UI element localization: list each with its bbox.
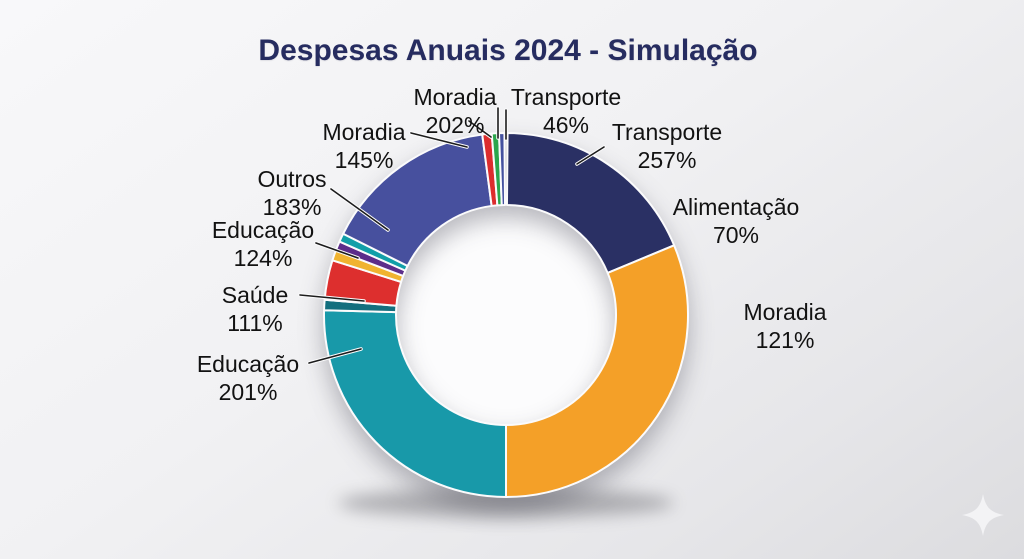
sparkle-icon xyxy=(962,494,1004,536)
slice-moradia-orange[interactable]: Alimentação / Moradia xyxy=(505,244,689,498)
callout-value: 183% xyxy=(262,194,322,220)
chart-title: Despesas Anuais 2024 - Simulação xyxy=(258,34,758,67)
callout-transporte-46: Transporte 46% xyxy=(511,83,621,139)
callout-label: Moradia xyxy=(743,299,827,325)
leader-line-saude-111 xyxy=(299,294,365,302)
callout-outros-183: Outros 183% xyxy=(257,165,326,221)
callout-label: Saúde xyxy=(221,282,289,308)
callout-value: 202% xyxy=(425,112,485,138)
donut-slices: TransporteAlimentação / MoradiaEducaçãoS… xyxy=(323,132,689,498)
leader-line-transporte-257 xyxy=(576,146,605,165)
leader-line-outros-183 xyxy=(330,188,389,231)
leader-line-educacao-124 xyxy=(315,242,359,259)
leader-line-educacao-201 xyxy=(308,348,362,364)
callout-value: 70% xyxy=(712,222,760,248)
leader-line-moradia-202 xyxy=(468,120,492,138)
callout-moradia-121: Moradia 121% xyxy=(743,298,826,354)
callout-value: 111% xyxy=(227,310,283,336)
callout-label: Outros xyxy=(257,166,327,192)
callout-alimentacao-70: Alimentação 70% xyxy=(673,193,800,249)
callout-moradia-202: Moradia 202% xyxy=(413,83,496,139)
callout-value: 121% xyxy=(755,327,815,353)
callout-value: 46% xyxy=(542,112,590,138)
callout-transporte-257: Transporte 257% xyxy=(612,118,722,174)
donut-hole xyxy=(394,203,618,427)
slice-educacao-large[interactable]: Educação xyxy=(323,309,507,498)
slice-transporte-tinyblue[interactable]: Transporte xyxy=(498,132,507,207)
callout-value: 124% xyxy=(233,245,293,271)
callout-value: 201% xyxy=(218,379,278,405)
callout-educacao-124: Educação 124% xyxy=(212,216,314,272)
callout-label: Alimentação xyxy=(672,194,800,220)
leader-lines xyxy=(298,106,606,365)
callout-moradia-145: Moradia 145% xyxy=(322,118,405,174)
callout-value: 257% xyxy=(637,147,697,173)
callout-label: Moradia xyxy=(413,84,497,110)
callout-label: Transporte xyxy=(611,119,723,145)
callout-label: Educação xyxy=(211,217,315,243)
leader-line-moradia-145 xyxy=(410,132,468,148)
callout-label: Moradia xyxy=(322,119,406,145)
callout-label: Transporte xyxy=(510,84,622,110)
callout-saude-111: Saúde 111% xyxy=(222,281,289,337)
callout-educacao-201: Educação 201% xyxy=(197,350,299,406)
callout-value: 145% xyxy=(334,147,394,173)
callout-label: Educação xyxy=(196,351,300,377)
ground-shadow xyxy=(338,488,674,518)
